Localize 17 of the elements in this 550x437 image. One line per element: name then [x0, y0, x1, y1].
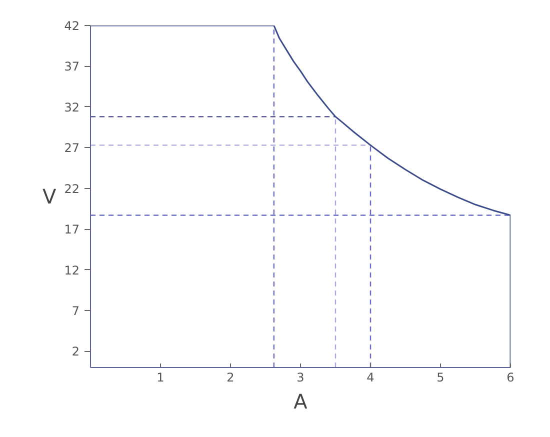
x-tick-label: 6	[506, 370, 514, 384]
y-tick-label: 37	[64, 60, 80, 74]
y-axis-title: V	[42, 184, 57, 208]
x-tick-label: 4	[366, 370, 374, 384]
x-tick-label: 2	[226, 370, 234, 384]
x-tick-label: 1	[156, 370, 164, 384]
y-tick-label: 42	[64, 19, 80, 33]
y-tick-label: 17	[64, 222, 80, 237]
y-tick-label: 2	[72, 344, 80, 359]
x-tick-label: 3	[296, 370, 304, 384]
y-tick-label: 12	[64, 263, 80, 278]
y-tick-label: 22	[64, 182, 80, 196]
y-tick-label: 27	[64, 141, 80, 156]
y-tick-label: 7	[72, 304, 80, 318]
x-tick-label: 5	[436, 370, 444, 384]
y-tick-label: 32	[64, 100, 80, 114]
x-axis-title: A	[294, 390, 308, 414]
